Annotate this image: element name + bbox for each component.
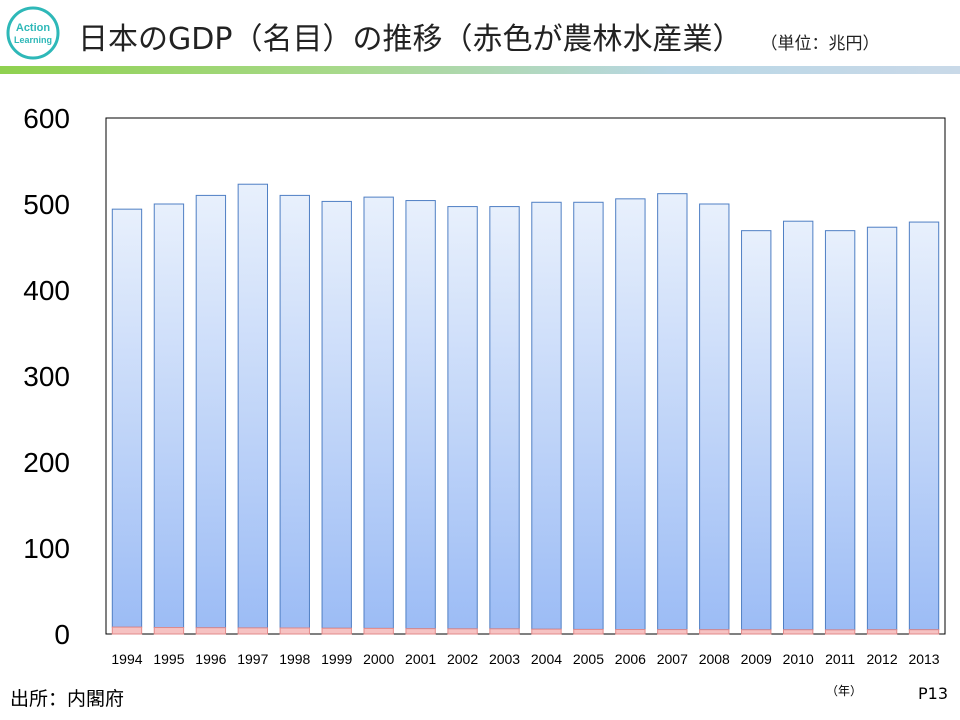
bar-other-1998 [279, 194, 310, 629]
y-tick-label: 300 [23, 361, 70, 392]
x-axis-unit: （年） [826, 684, 863, 698]
bar-other-2000 [363, 196, 394, 629]
bar-other-2012 [866, 226, 898, 631]
y-tick-label: 100 [23, 533, 70, 564]
x-tick-label: 2010 [783, 651, 814, 667]
bar-other-2005 [573, 201, 604, 630]
bar-agri-1999 [321, 627, 352, 635]
action-learning-logo: Action Learning [6, 6, 60, 60]
bar-other-2010 [782, 220, 814, 631]
logo-ring [6, 6, 60, 60]
bar-agri-2013 [908, 629, 940, 635]
bar-other-2011 [824, 230, 856, 631]
bar-other-2013 [908, 221, 940, 631]
bar-agri-1995 [153, 627, 185, 635]
x-tick-label: 2007 [657, 651, 688, 667]
bar-agri-2012 [866, 629, 898, 635]
bar-agri-2007 [657, 629, 688, 635]
bar-agri-2005 [573, 628, 604, 635]
bar-agri-2000 [363, 627, 394, 635]
x-tick-label: 2012 [866, 651, 897, 667]
bar-other-2009 [741, 230, 772, 631]
logo-text-learning: Learning [14, 35, 52, 45]
y-tick-label: 500 [23, 189, 70, 220]
bar-other-1996 [195, 194, 227, 629]
x-tick-label: 2003 [489, 651, 520, 667]
bar-agri-1997 [237, 627, 269, 635]
bar-other-2003 [489, 206, 520, 630]
x-tick-label: 1998 [279, 651, 310, 667]
y-axis: 0 100 200 300 400 500 600 [23, 103, 70, 650]
y-tick-label: 0 [54, 619, 70, 650]
header: 日本のGDP（名目）の推移（赤色が農林水産業） （単位：兆円） [78, 14, 880, 57]
x-tick-label: 1999 [321, 651, 352, 667]
x-tick-label: 1994 [111, 651, 142, 667]
plot-area [105, 117, 946, 635]
x-tick-label: 1995 [153, 651, 184, 667]
y-tick-label: 400 [23, 275, 70, 306]
bar-agri-1994 [111, 626, 143, 635]
x-tick-label: 2001 [405, 651, 436, 667]
x-tick-label: 2011 [825, 651, 855, 667]
x-tick-label: 1996 [195, 651, 226, 667]
bars [111, 183, 940, 635]
bar-agri-2002 [447, 628, 478, 635]
x-tick-label: 2000 [363, 651, 394, 667]
bar-other-1994 [111, 208, 143, 628]
x-tick-label: 1997 [237, 651, 268, 667]
logo-text-action: Action [16, 22, 51, 34]
x-tick-label: 2004 [531, 651, 562, 667]
gdp-bar-chart: 0 100 200 300 400 500 600 1994 1995 1996 1997 1998… [23, 103, 946, 667]
bar-other-1995 [153, 203, 185, 629]
x-tick-label: 2008 [699, 651, 730, 667]
bar-other-2002 [447, 206, 478, 630]
bar-other-2004 [531, 201, 562, 630]
bar-other-1997 [237, 183, 269, 629]
source-note: 出所：内閣府 [10, 688, 125, 710]
header-divider [0, 66, 960, 74]
x-tick-label: 2002 [447, 651, 478, 667]
bar-agri-2001 [405, 628, 436, 635]
bar-other-2001 [405, 200, 436, 630]
x-tick-label: 2009 [741, 651, 772, 667]
bar-agri-1996 [195, 627, 227, 635]
bar-agri-2008 [699, 629, 730, 635]
title-unit: （単位：兆円） [760, 34, 880, 54]
y-tick-label: 600 [23, 103, 70, 134]
bar-agri-2010 [782, 629, 814, 635]
bar-agri-1998 [279, 627, 310, 635]
bar-other-1999 [321, 200, 352, 629]
bar-other-2008 [699, 203, 730, 631]
bar-agri-2011 [824, 629, 856, 635]
bar-agri-2006 [615, 629, 646, 635]
x-axis: 1994 1995 1996 1997 1998 1999 2000 2001 2002 2003… [111, 651, 939, 667]
bar-agri-2009 [741, 629, 772, 635]
page-number: P13 [918, 684, 949, 703]
x-tick-label: 2013 [908, 651, 939, 667]
page-title: 日本のGDP（名目）の推移（赤色が農林水産業） [78, 22, 743, 57]
bar-other-2007 [657, 193, 688, 631]
x-tick-label: 2005 [573, 651, 604, 667]
bar-agri-2003 [489, 628, 520, 635]
x-tick-label: 2006 [615, 651, 646, 667]
bar-other-2006 [615, 198, 646, 631]
y-tick-label: 200 [23, 447, 70, 478]
bar-agri-2004 [531, 628, 562, 635]
